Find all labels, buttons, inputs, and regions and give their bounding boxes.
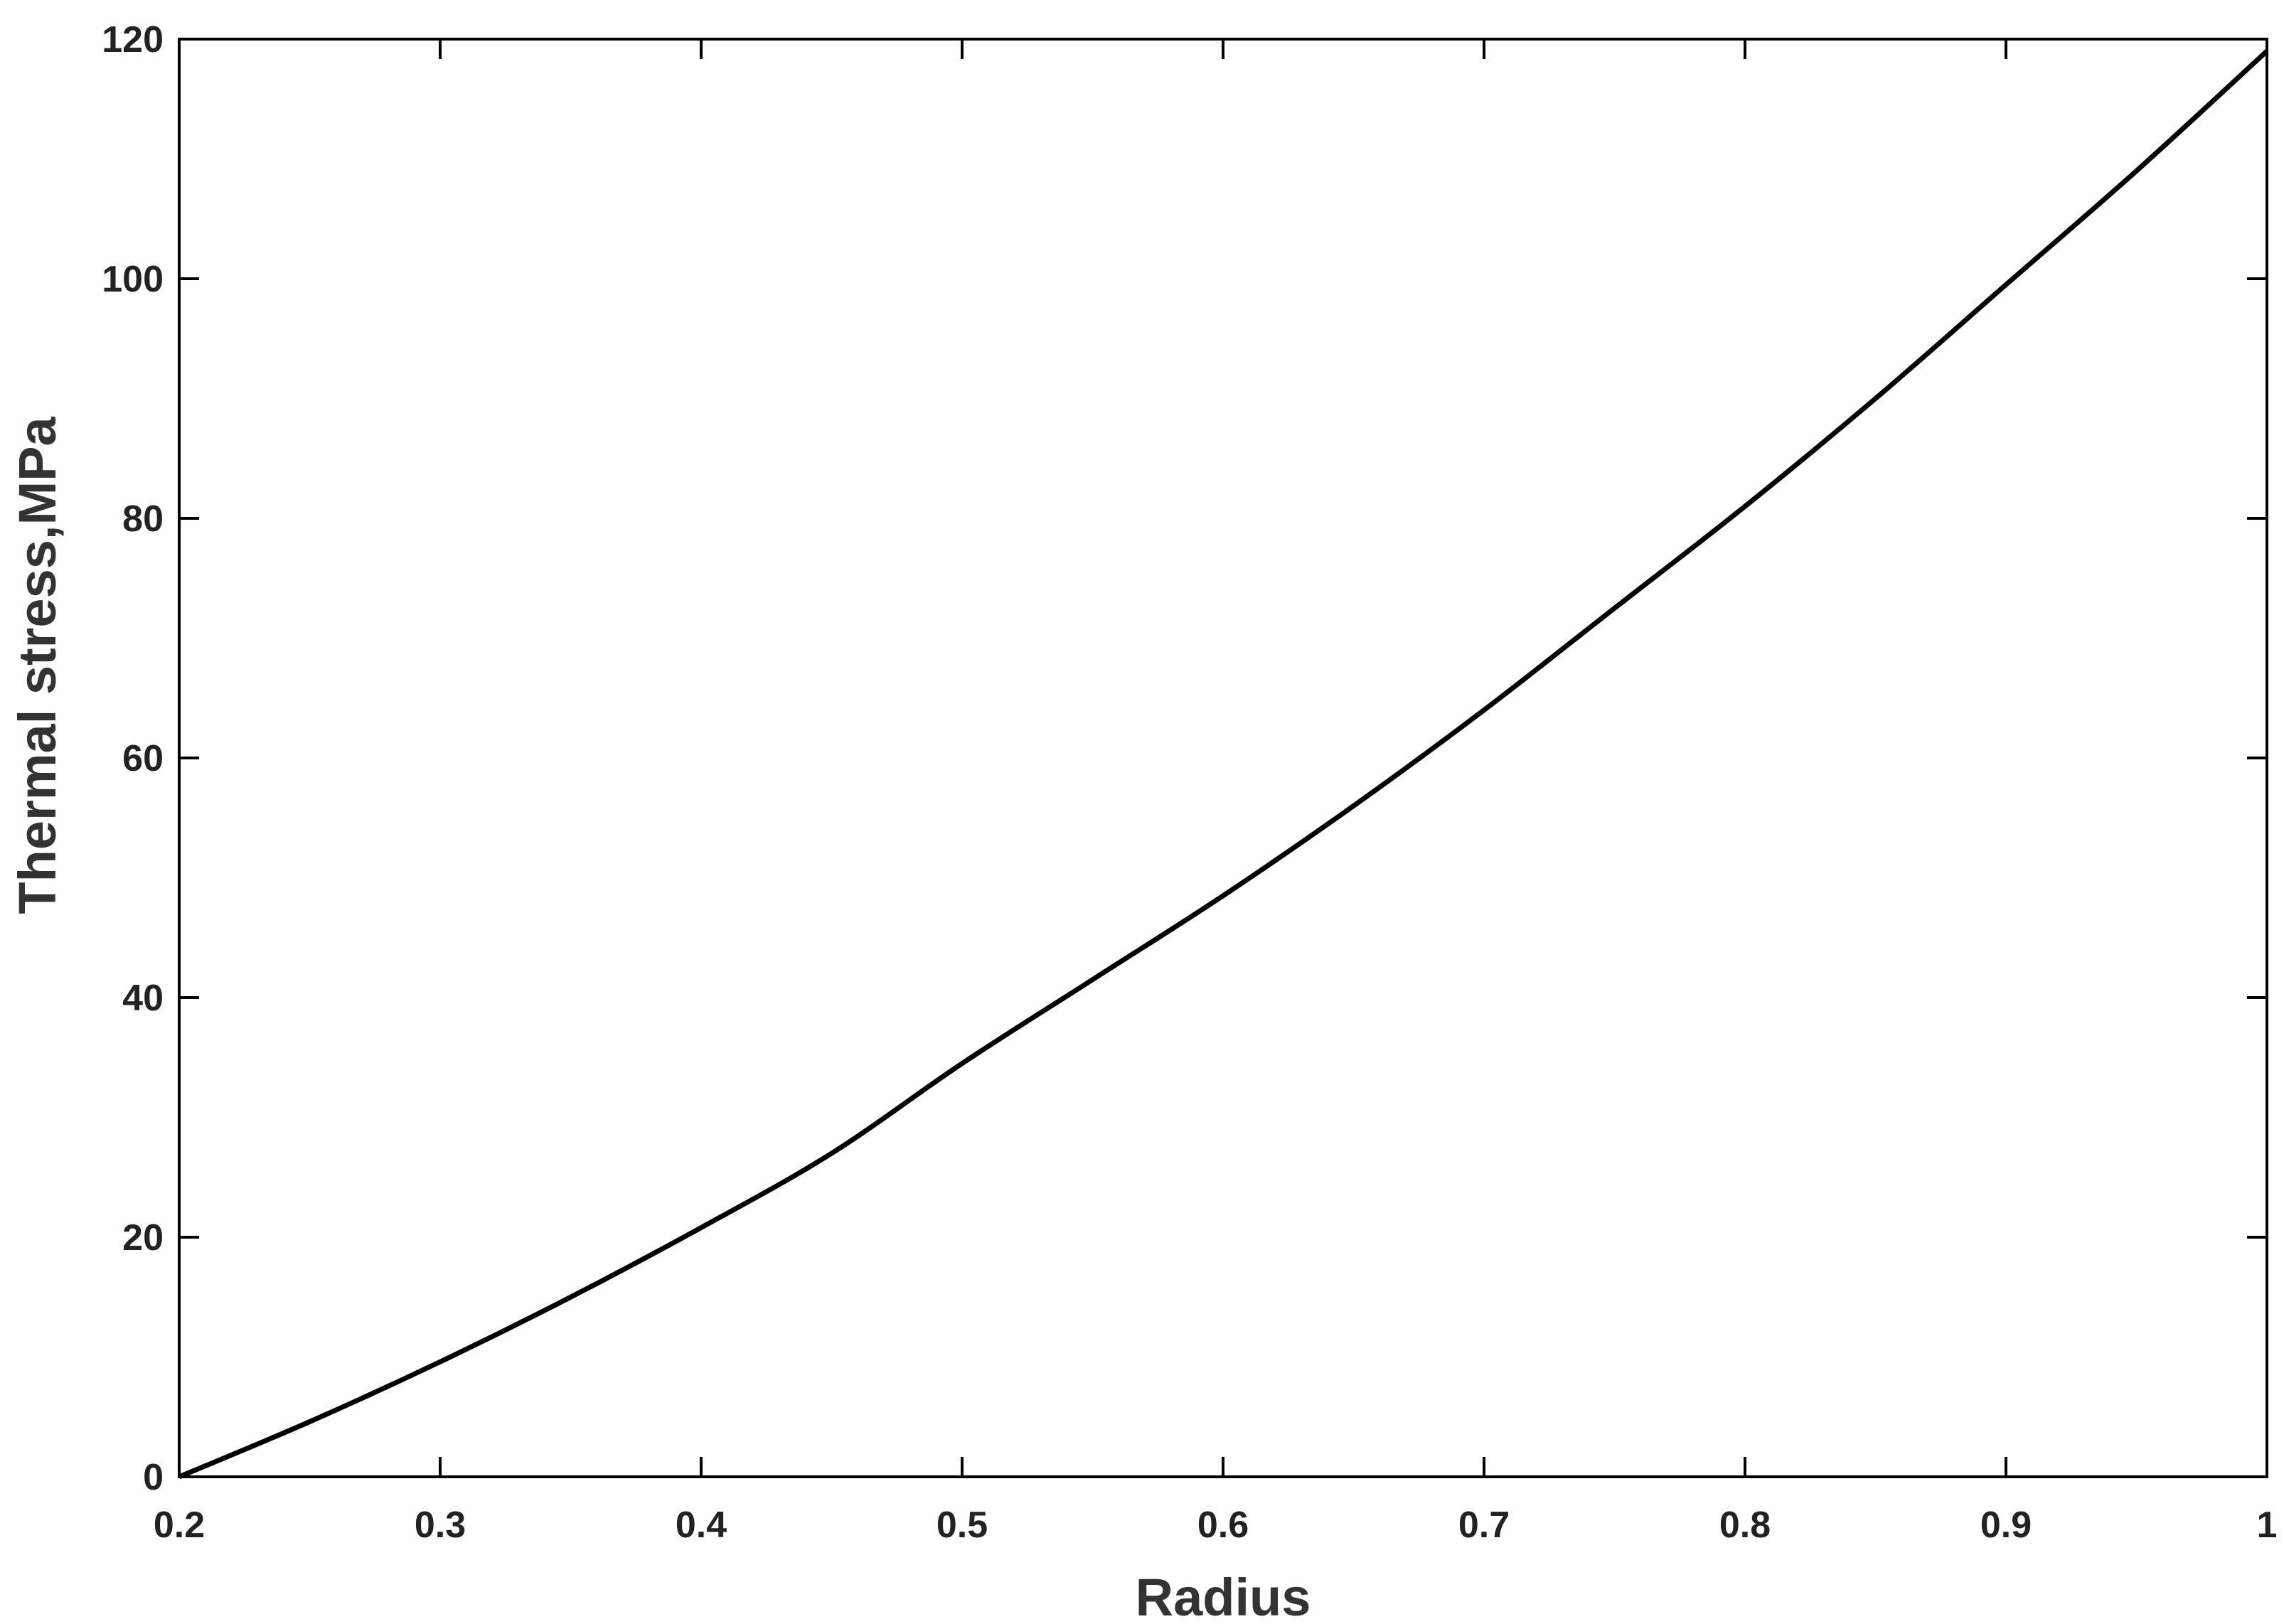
y-tick-label: 80 xyxy=(122,498,164,540)
y-tick-label: 120 xyxy=(102,19,164,60)
series-layer xyxy=(178,49,2269,1480)
y-axis-title: Thermal stress,MPa xyxy=(8,417,67,914)
x-tick-label: 0.3 xyxy=(415,1505,466,1546)
x-tick-label: 0.8 xyxy=(1719,1505,1771,1546)
y-tick-label: 100 xyxy=(102,259,164,300)
y-tick-label: 20 xyxy=(122,1217,164,1259)
y-axis-ticks: 0 20 40 60 80 100 120 xyxy=(102,19,2267,1498)
x-tick-label: 0.6 xyxy=(1197,1505,1249,1546)
x-tick-label: 1 xyxy=(2257,1505,2278,1546)
plot-area xyxy=(178,38,2268,1478)
series-line xyxy=(178,49,2269,1480)
y-tick-label: 0 xyxy=(143,1457,164,1498)
y-tick-label: 40 xyxy=(122,978,164,1019)
x-axis-ticks: 0.2 0.3 0.4 0.5 0.6 0.7 0.8 0.9 1 xyxy=(154,39,2278,1546)
x-axis-title: Radius xyxy=(1136,1568,1311,1624)
x-tick-label: 0.9 xyxy=(1980,1505,2032,1546)
x-tick-label: 0.7 xyxy=(1458,1505,1510,1546)
y-tick-label: 60 xyxy=(122,738,164,779)
x-tick-label: 0.5 xyxy=(936,1505,988,1546)
x-tick-label: 0.4 xyxy=(676,1505,727,1546)
x-tick-label: 0.2 xyxy=(154,1505,205,1546)
